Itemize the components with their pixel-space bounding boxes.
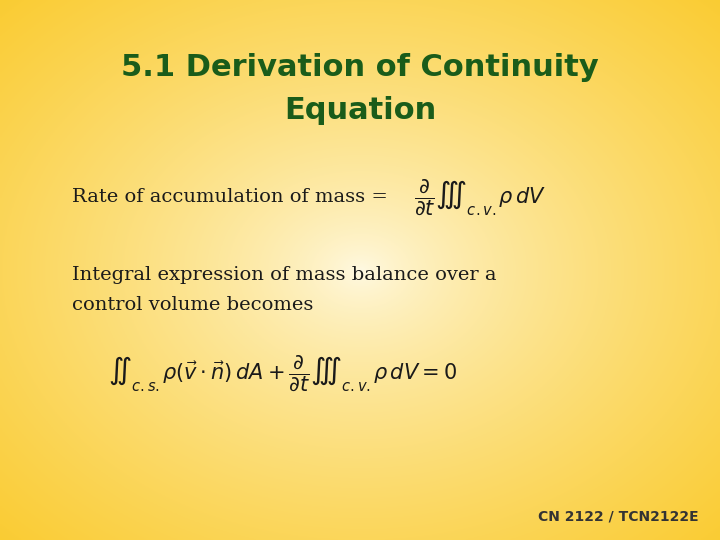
- Text: Equation: Equation: [284, 96, 436, 125]
- Text: Rate of accumulation of mass =: Rate of accumulation of mass =: [72, 188, 394, 206]
- Text: control volume becomes: control volume becomes: [72, 296, 313, 314]
- Text: CN 2122 / TCN2122E: CN 2122 / TCN2122E: [538, 510, 698, 524]
- Text: $\iint_{c.s.} \rho(\vec{v} \cdot \vec{n})\, dA + \dfrac{\partial}{\partial t}\ii: $\iint_{c.s.} \rho(\vec{v} \cdot \vec{n}…: [108, 353, 457, 393]
- Text: Integral expression of mass balance over a: Integral expression of mass balance over…: [72, 266, 497, 285]
- Text: $\dfrac{\partial}{\partial t}\iiint_{c.v.} \rho\, dV$: $\dfrac{\partial}{\partial t}\iiint_{c.v…: [414, 177, 546, 217]
- Text: 5.1 Derivation of Continuity: 5.1 Derivation of Continuity: [121, 53, 599, 82]
